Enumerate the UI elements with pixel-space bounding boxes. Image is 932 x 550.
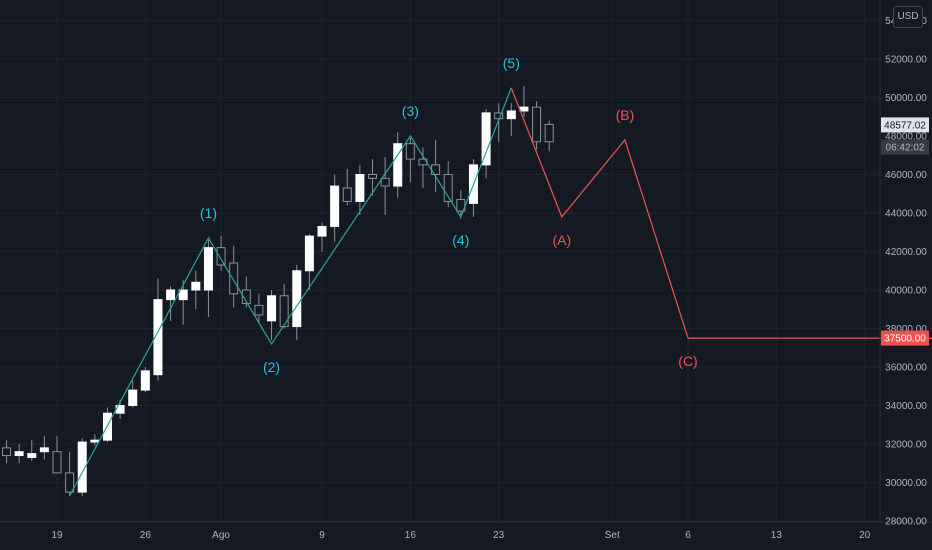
wave-label: (5) bbox=[503, 55, 520, 71]
target-price-tag bbox=[881, 330, 929, 346]
candle-body-up bbox=[355, 174, 365, 202]
time-tick-label: 23 bbox=[493, 530, 505, 541]
candle-body-up bbox=[39, 447, 49, 453]
current-price-tag bbox=[881, 117, 929, 133]
candle-body-down bbox=[405, 143, 415, 160]
candle-body-down bbox=[544, 123, 554, 143]
candle-body-down bbox=[380, 177, 390, 187]
candle-bodies bbox=[2, 106, 554, 493]
time-tick-label: Ago bbox=[212, 530, 230, 541]
price-tick-label: 28000.00 bbox=[885, 517, 927, 528]
time-axis[interactable]: 19 26 Ago 9 16 23 Set 6 13 20 bbox=[51, 530, 870, 541]
candle-body-down bbox=[443, 174, 453, 202]
candle-body-up bbox=[292, 270, 302, 328]
candle-body-up bbox=[90, 439, 100, 443]
wave-label: (C) bbox=[678, 353, 697, 369]
price-tick-label: 36000.00 bbox=[885, 363, 927, 374]
candle-body-down bbox=[2, 447, 12, 457]
price-tick-label: 50000.00 bbox=[885, 93, 927, 104]
time-tick-label: 19 bbox=[51, 530, 63, 541]
price-tick-label: 48000.00 bbox=[885, 132, 927, 143]
candle-body-down bbox=[241, 289, 251, 304]
candle-body-up bbox=[191, 281, 201, 291]
wave-line-correction bbox=[510, 87, 932, 339]
price-tick-label: 44000.00 bbox=[885, 209, 927, 220]
price-tick-label: 30000.00 bbox=[885, 478, 927, 489]
price-tick-label: 46000.00 bbox=[885, 170, 927, 181]
wave-label: (4) bbox=[452, 232, 469, 248]
price-tick-label: 38000.00 bbox=[885, 324, 927, 335]
time-tick-label: 16 bbox=[405, 530, 417, 541]
candle-body-up bbox=[330, 185, 340, 227]
candle-body-down bbox=[216, 247, 226, 266]
wave-label: (A) bbox=[552, 232, 571, 248]
wave-label: (3) bbox=[402, 103, 419, 119]
wave-lines bbox=[69, 87, 932, 497]
candle-body-up bbox=[140, 370, 150, 391]
candle-body-up bbox=[481, 112, 491, 166]
wave-line-impulse bbox=[69, 87, 512, 497]
price-tick-label: 34000.00 bbox=[885, 401, 927, 412]
candle-body-down bbox=[532, 106, 542, 143]
price-tags: 48577.02 06:42:02 37500.00 bbox=[881, 117, 929, 346]
candle-body-up bbox=[178, 289, 188, 301]
grid bbox=[0, 0, 880, 522]
candle-body-up bbox=[14, 451, 24, 457]
wave-label: (1) bbox=[200, 205, 217, 221]
time-tick-label: 26 bbox=[140, 530, 152, 541]
target-price-label: 37500.00 bbox=[884, 334, 926, 345]
price-tick-label: 40000.00 bbox=[885, 286, 927, 297]
candle-body-down bbox=[52, 451, 62, 474]
candle-body-down bbox=[65, 472, 75, 493]
wave-label: (2) bbox=[263, 359, 280, 375]
current-price-label: 48577.02 bbox=[884, 120, 926, 131]
candle-body-down bbox=[254, 304, 264, 316]
wave-label: (B) bbox=[616, 107, 635, 123]
candle-body-up bbox=[506, 110, 516, 120]
time-tick-label: 6 bbox=[685, 530, 691, 541]
time-tick-label: 13 bbox=[771, 530, 783, 541]
price-tick-label: 42000.00 bbox=[885, 247, 927, 258]
candle-body-up bbox=[267, 295, 277, 322]
candle-body-up bbox=[203, 247, 213, 291]
candle-body-up bbox=[27, 453, 37, 458]
candle-body-up bbox=[153, 299, 163, 376]
time-tick-label: 20 bbox=[859, 530, 871, 541]
candle-body-up bbox=[317, 225, 327, 237]
time-tick-label: 9 bbox=[319, 530, 325, 541]
candle-body-up bbox=[393, 143, 403, 187]
candle-body-up bbox=[304, 235, 314, 272]
wave-labels: (1) (2) (3) (4) (5) (A) (B) (C) bbox=[200, 55, 698, 375]
candle-body-down bbox=[342, 187, 352, 202]
candle-body-up bbox=[519, 106, 529, 112]
candle-body-down bbox=[279, 295, 289, 328]
candle-body-up bbox=[128, 389, 138, 407]
candle-body-down bbox=[229, 262, 239, 295]
candle-body-up bbox=[77, 441, 87, 493]
price-tick-label: 32000.00 bbox=[885, 440, 927, 451]
price-axis[interactable]: 54000.0052000.0050000.0048000.0046000.00… bbox=[885, 16, 927, 528]
time-tick-label: Set bbox=[605, 530, 620, 541]
currency-button[interactable]: USD bbox=[893, 6, 923, 28]
candle-body-up bbox=[166, 289, 176, 301]
countdown-label: 06:42:02 bbox=[886, 143, 925, 154]
countdown-tag bbox=[881, 139, 929, 155]
price-tick-label: 52000.00 bbox=[885, 55, 927, 66]
candle-body-down bbox=[368, 174, 377, 179]
